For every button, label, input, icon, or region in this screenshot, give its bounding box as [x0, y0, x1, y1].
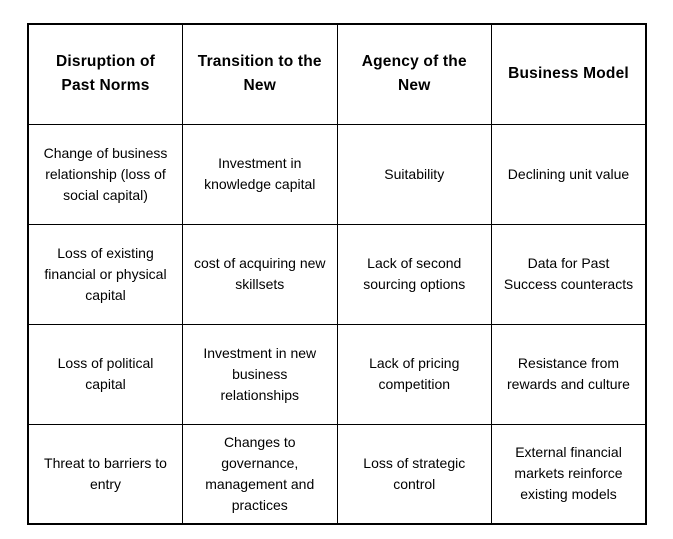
table-cell: Investment in knowledge capital — [182, 123, 338, 225]
table-cell: Suitability — [336, 123, 492, 225]
table-row: Loss of political capital Investment in … — [27, 323, 647, 425]
header-cell-disruption-of-past-norms: Disruption of Past Norms — [27, 23, 183, 125]
table-cell: Lack of pricing competition — [336, 323, 492, 425]
table-cell: Declining unit value — [491, 123, 647, 225]
table-row: Change of business relationship (loss of… — [27, 123, 647, 225]
table-cell: Lack of second sourcing options — [336, 223, 492, 325]
table-cell: Resistance from rewards and culture — [491, 323, 647, 425]
disruption-matrix-table: Disruption of Past Norms Transition to t… — [27, 23, 647, 525]
table-cell: Loss of political capital — [27, 323, 183, 425]
table-row: Loss of existing financial or physical c… — [27, 223, 647, 325]
header-cell-agency-of-the-new: Agency of the New — [336, 23, 492, 125]
header-cell-transition-to-the-new: Transition to the New — [182, 23, 338, 125]
table-header-row: Disruption of Past Norms Transition to t… — [27, 23, 647, 125]
table-cell: cost of acquiring new skillsets — [182, 223, 338, 325]
table-cell: Loss of strategic control — [336, 423, 492, 525]
table-row: Threat to barriers to entry Changes to g… — [27, 423, 647, 525]
table-cell: Change of business relationship (loss of… — [27, 123, 183, 225]
table-cell: Investment in new business relationships — [182, 323, 338, 425]
table-cell: Loss of existing financial or physical c… — [27, 223, 183, 325]
header-cell-business-model: Business Model — [491, 23, 647, 125]
table-cell: Data for Past Success counteracts — [491, 223, 647, 325]
table-cell: Threat to barriers to entry — [27, 423, 183, 525]
table-cell: External financial markets reinforce exi… — [491, 423, 647, 525]
table-cell: Changes to governance, management and pr… — [182, 423, 338, 525]
table-body: Change of business relationship (loss of… — [27, 123, 647, 525]
